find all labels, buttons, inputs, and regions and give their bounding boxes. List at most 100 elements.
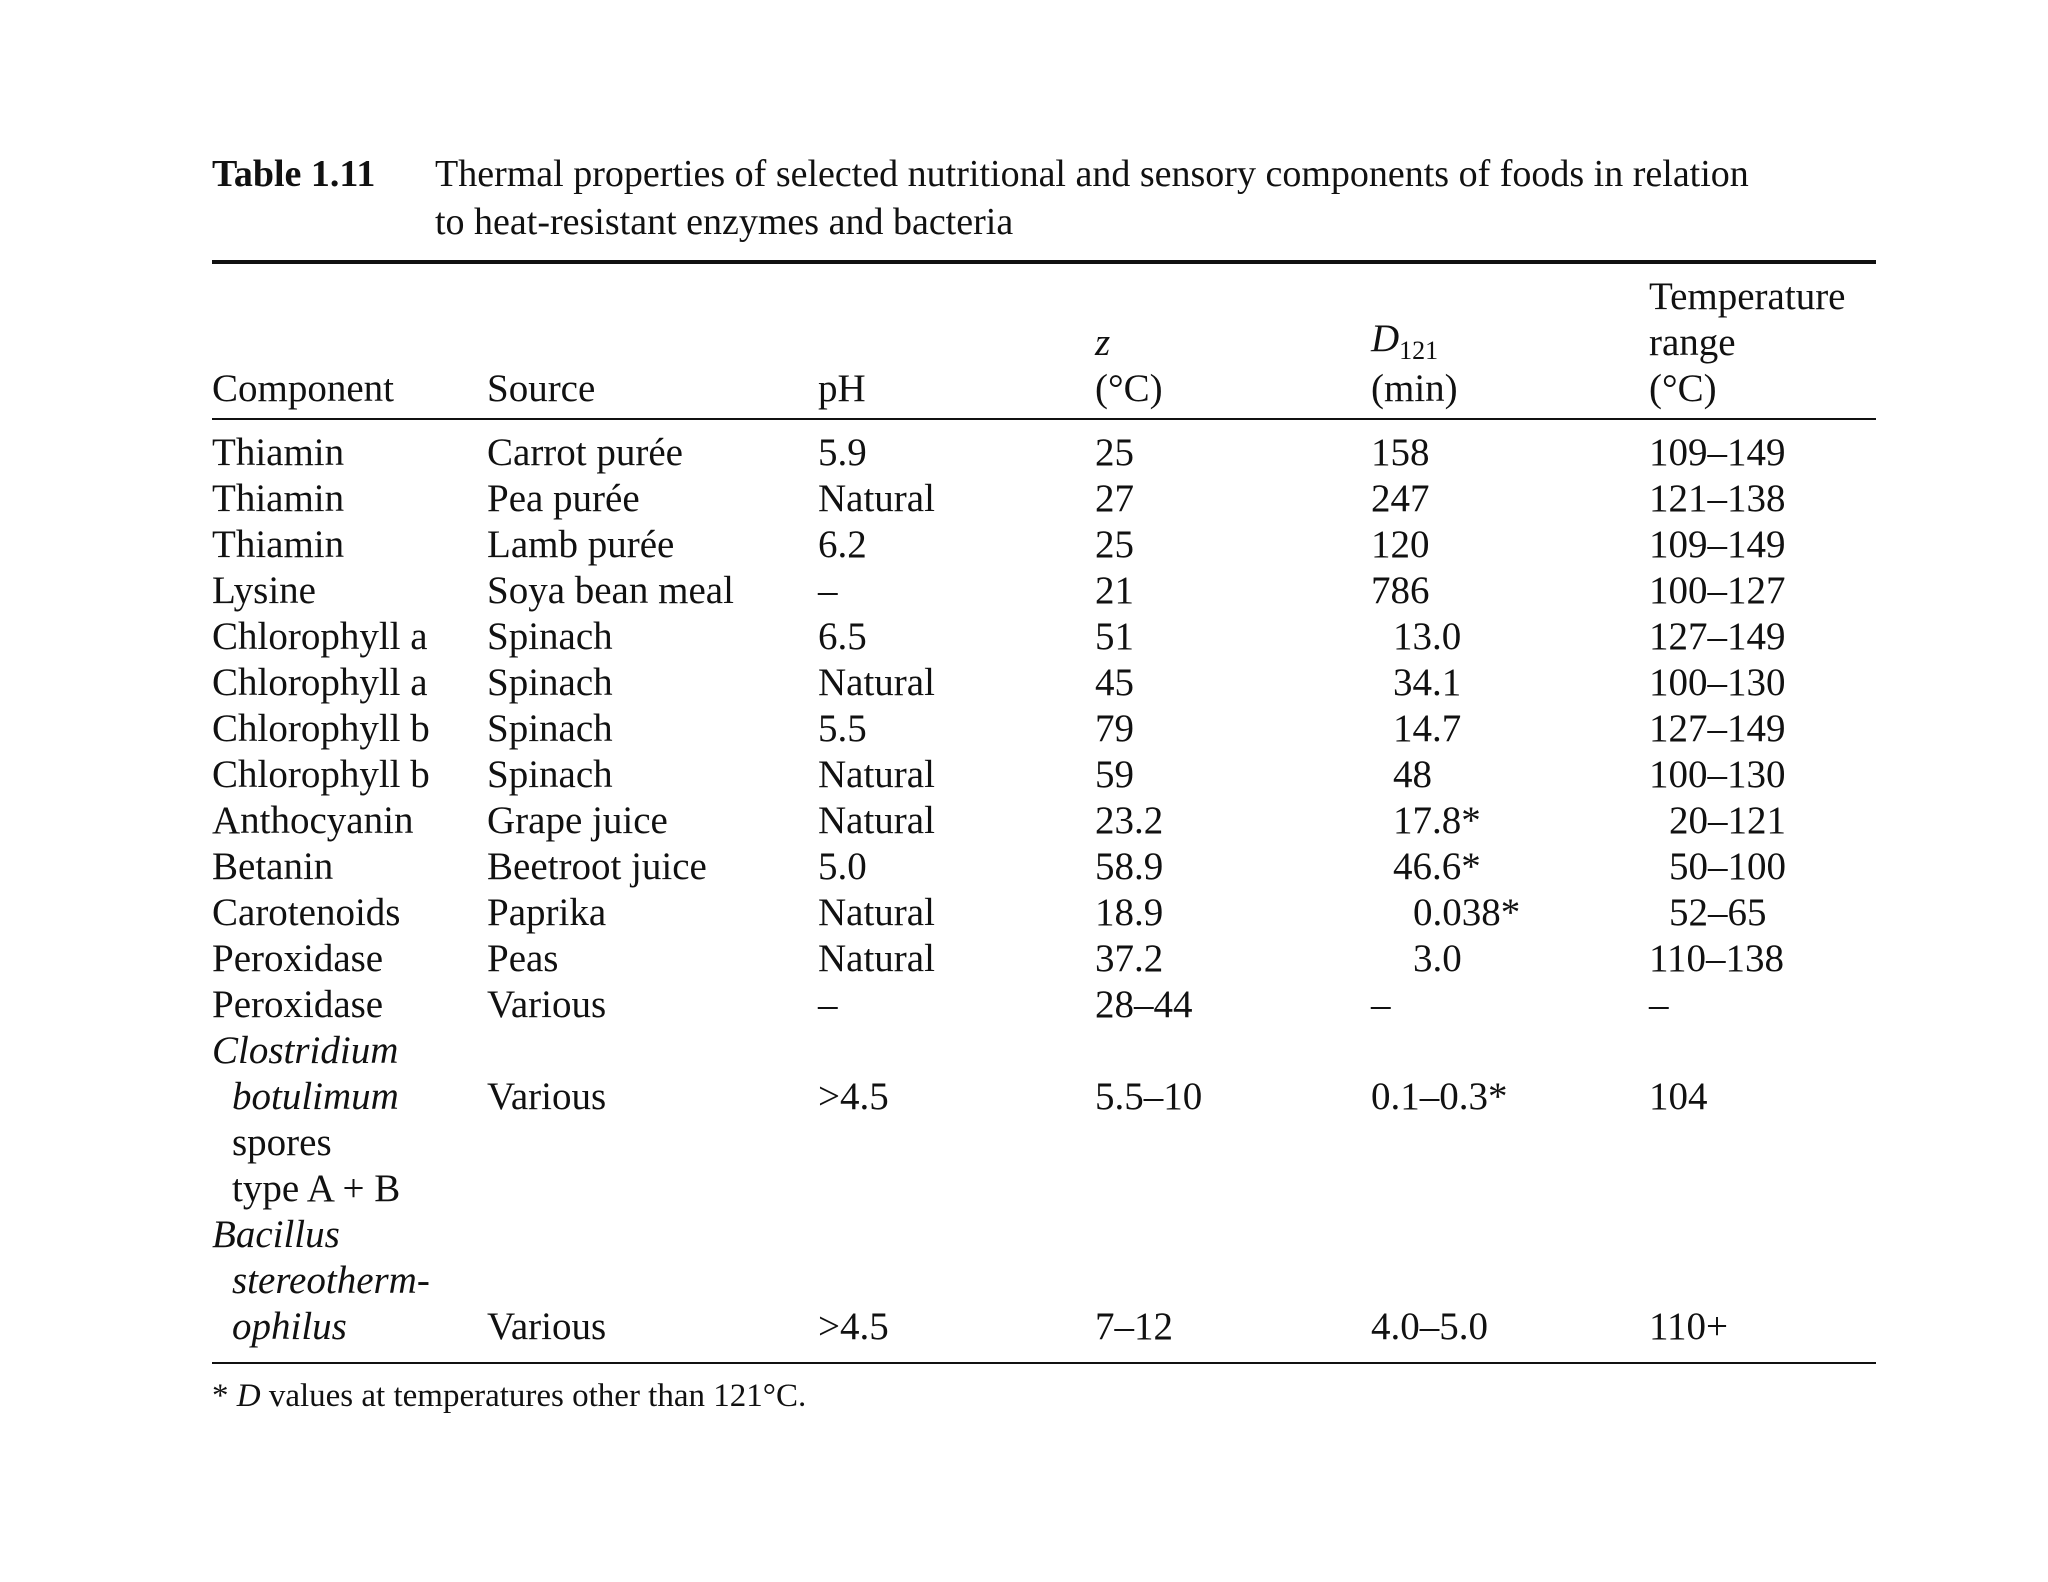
clostridium-name-3: spores	[232, 1121, 332, 1164]
cell-component: Thiamin	[212, 431, 345, 474]
header-d-symbol: D	[1371, 317, 1400, 360]
cell-component: Peroxidase	[212, 937, 384, 980]
cell-z: 28–44	[1095, 983, 1193, 1026]
cell-z: 25	[1095, 523, 1134, 566]
header-temp-line-2: range	[1649, 321, 1736, 364]
top-rule	[212, 260, 1876, 264]
cell-z: 5.5–10	[1095, 1075, 1203, 1118]
clostridium-name-4: type A + B	[232, 1167, 401, 1210]
cell-temp: 109–149	[1649, 431, 1786, 474]
cell-d121: 14.7	[1393, 707, 1462, 750]
table-row: Peroxidase Various – 28–44 – –	[212, 982, 1876, 1028]
header-z-symbol: z	[1095, 321, 1111, 364]
cell-d121: 17.8*	[1393, 799, 1481, 842]
caption-line-2: to heat-resistant enzymes and bacteria	[435, 201, 1014, 243]
cell-source: Spinach	[487, 661, 613, 704]
cell-temp: 100–130	[1649, 753, 1786, 796]
cell-ph: 5.0	[818, 845, 867, 888]
table-row: Chlorophyll a Spinach 6.5 51 13.0 127–14…	[212, 614, 1876, 660]
cell-ph: Natural	[818, 799, 935, 842]
cell-ph: 5.5	[818, 707, 867, 750]
cell-component: Anthocyanin	[212, 799, 414, 842]
cell-temp: 127–149	[1649, 707, 1786, 750]
cell-component: Thiamin	[212, 477, 345, 520]
footnote-text: values at temperatures other than 121°C.	[260, 1378, 807, 1414]
table-caption: Table 1.11 Thermal properties of selecte…	[212, 150, 1876, 260]
table-row: Thiamin Lamb purée 6.2 25 120 109–149	[212, 522, 1876, 568]
cell-source: Paprika	[487, 891, 607, 934]
table-row: Thiamin Carrot purée 5.9 25 158 109–149	[212, 419, 1876, 476]
bacillus-name-1: Bacillus	[212, 1213, 340, 1256]
cell-temp: 109–149	[1649, 523, 1786, 566]
table-row: Thiamin Pea purée Natural 27 247 121–138	[212, 476, 1876, 522]
cell-ph: 6.5	[818, 615, 867, 658]
cell-d121: 3.0	[1413, 937, 1462, 980]
bacillus-name-3: ophilus	[232, 1305, 347, 1348]
cell-component: Carotenoids	[212, 891, 401, 934]
header-z-unit: (°C)	[1095, 367, 1163, 410]
table-row: Peroxidase Peas Natural 37.2 3.0 110–138	[212, 936, 1876, 982]
table-row: Chlorophyll b Spinach 5.5 79 14.7 127–14…	[212, 706, 1876, 752]
cell-ph: >4.5	[818, 1212, 1095, 1364]
table-body: Thiamin Carrot purée 5.9 25 158 109–149 …	[212, 419, 1876, 1364]
cell-d121: 0.1–0.3*	[1371, 1075, 1508, 1118]
cell-component: Bacillus stereotherm- ophilus	[212, 1212, 487, 1364]
cell-source: Grape juice	[487, 799, 668, 842]
header-d121: D121 (min)	[1371, 263, 1649, 420]
cell-temp: 52–65	[1669, 891, 1767, 934]
cell-source: Beetroot juice	[487, 845, 707, 888]
cell-z: 59	[1095, 753, 1134, 796]
cell-d121: 13.0	[1393, 615, 1462, 658]
cell-temp: 127–149	[1649, 615, 1786, 658]
cell-z: 23.2	[1095, 799, 1164, 842]
cell-ph: 5.9	[818, 431, 867, 474]
cell-temp: 110–138	[1649, 937, 1785, 980]
cell-component: Betanin	[212, 845, 334, 888]
cell-component: Chlorophyll a	[212, 615, 428, 658]
cell-component: Peroxidase	[212, 983, 384, 1026]
table-row: Carotenoids Paprika Natural 18.9 0.038* …	[212, 890, 1876, 936]
footnote-star: *	[212, 1378, 237, 1414]
cell-component: Clostridium botulimum spores type A + B	[212, 1028, 487, 1212]
table-row-clostridium: Clostridium botulimum spores type A + B …	[212, 1028, 1876, 1212]
cell-d121: 0.038*	[1413, 891, 1521, 934]
cell-d121: –	[1371, 983, 1391, 1026]
cell-component: Thiamin	[212, 523, 345, 566]
cell-component: Chlorophyll b	[212, 707, 430, 750]
cell-d121: 247	[1371, 477, 1430, 520]
header-source: Source	[487, 263, 818, 420]
caption-label: Table 1.11	[212, 153, 376, 195]
cell-z: 79	[1095, 707, 1134, 750]
table-row: Betanin Beetroot juice 5.0 58.9 46.6* 50…	[212, 844, 1876, 890]
cell-z: 51	[1095, 615, 1134, 658]
cell-component: Chlorophyll a	[212, 661, 428, 704]
cell-z: 45	[1095, 661, 1134, 704]
header-temp-unit: (°C)	[1649, 367, 1717, 410]
cell-d121: 4.0–5.0	[1371, 1212, 1649, 1364]
cell-temp: 100–130	[1649, 661, 1786, 704]
header-z: z (°C)	[1095, 263, 1371, 420]
header-d-symbol-line: D121	[1371, 316, 1649, 366]
cell-z: 37.2	[1095, 937, 1164, 980]
footnote-d-symbol: D	[236, 1378, 261, 1414]
cell-temp: 121–138	[1649, 477, 1786, 520]
cell-ph: Natural	[818, 937, 935, 980]
header-component: Component	[212, 263, 487, 420]
cell-source: Soya bean meal	[487, 569, 734, 612]
header-temp-line-1: Temperature	[1649, 275, 1846, 318]
table-row: Chlorophyll b Spinach Natural 59 48 100–…	[212, 752, 1876, 798]
table-row: Chlorophyll a Spinach Natural 45 34.1 10…	[212, 660, 1876, 706]
cell-z: 21	[1095, 569, 1134, 612]
cell-d121: 158	[1371, 431, 1430, 474]
cell-d121: 46.6*	[1393, 845, 1481, 888]
header-temperature-range: Temperature range (°C)	[1649, 263, 1876, 420]
cell-ph: Natural	[818, 661, 935, 704]
cell-component: Chlorophyll b	[212, 753, 430, 796]
cell-z: 58.9	[1095, 845, 1164, 888]
clostridium-name-1: Clostridium	[212, 1029, 399, 1072]
cell-ph: Natural	[818, 753, 935, 796]
thermal-properties-table: Component Source pH z (°C) D121 (min) Te	[212, 260, 1876, 1364]
header-ph: pH	[818, 263, 1095, 420]
cell-d121: 34.1	[1393, 661, 1462, 704]
table-footnote: * D values at temperatures other than 12…	[212, 1364, 1876, 1418]
